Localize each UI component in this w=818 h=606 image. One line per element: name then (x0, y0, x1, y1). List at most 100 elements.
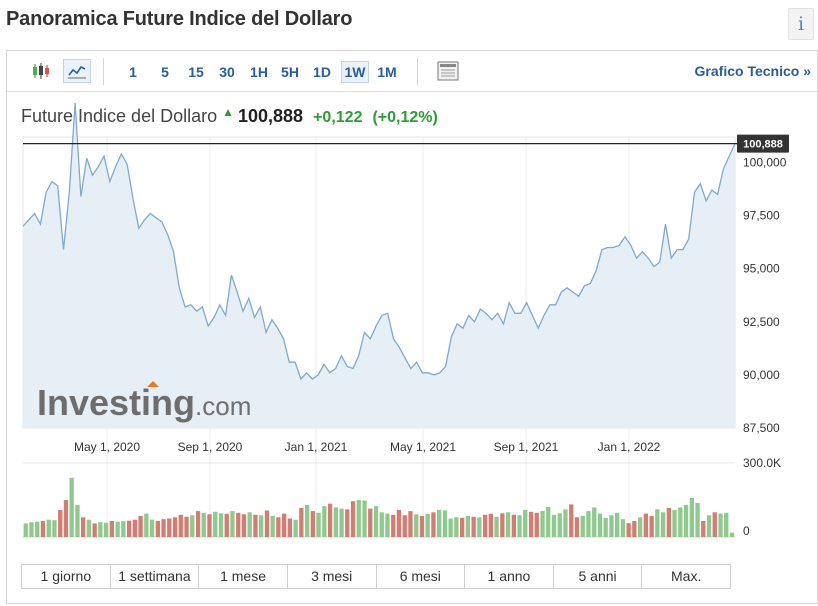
quote-header: Future Indice del Dollaro ▲ 100,888 +0,122 (… (21, 105, 438, 127)
price-area (23, 103, 735, 428)
volume-bar (655, 509, 660, 537)
volume-bar (293, 519, 298, 537)
period-30[interactable]: 30 (219, 64, 235, 80)
volume-max-label: 300.0K (743, 456, 781, 470)
range-1-year[interactable]: 1 anno (465, 565, 554, 588)
volume-bar (241, 514, 247, 537)
period-1[interactable]: 1 (129, 64, 137, 80)
period-1m[interactable]: 1M (377, 64, 397, 80)
volume-bar (224, 513, 229, 537)
volume-bar (121, 521, 126, 537)
volume-bar (213, 511, 218, 537)
range-1-day[interactable]: 1 giorno (22, 565, 111, 588)
volume-bar (350, 501, 356, 537)
volume-bar (362, 500, 367, 537)
news-panel-icon[interactable] (434, 59, 462, 83)
volume-bar (218, 513, 224, 537)
y-tick-label: 87,500 (743, 421, 780, 435)
volume-bar (701, 521, 706, 537)
period-1h[interactable]: 1H (250, 64, 268, 80)
volume-bar (580, 516, 585, 537)
x-tick-label: Sep 1, 2020 (178, 440, 243, 454)
price-chart[interactable]: 100,888 100,000 97,500 95,000 92,500 90,000 87… (7, 51, 817, 556)
volume-bar (460, 517, 465, 537)
volume-bar (437, 509, 442, 537)
range-1-month[interactable]: 1 mese (199, 565, 288, 588)
y-tick-label: 90,000 (743, 368, 780, 382)
volume-bar (632, 521, 637, 537)
volume-bar (419, 516, 425, 537)
range-3-months[interactable]: 3 mesi (288, 565, 377, 588)
volume-bar (414, 514, 419, 537)
volume-bar (483, 514, 488, 537)
volume-bar (603, 517, 608, 537)
volume-bar (253, 514, 258, 537)
volume-bar (149, 519, 155, 537)
volume-bar (425, 513, 430, 537)
volume-bar (620, 519, 626, 537)
volume-bar (109, 521, 114, 537)
page-title: Panoramica Future Indice del Dollaro (6, 8, 353, 30)
volume-bar (477, 517, 482, 537)
range-6-months[interactable]: 6 mesi (377, 565, 466, 588)
range-1-week[interactable]: 1 settimana (111, 565, 200, 588)
candlestick-chart-icon[interactable] (27, 59, 55, 83)
volume-bar (172, 517, 178, 537)
volume-bar (81, 517, 86, 537)
volume-bar (161, 519, 166, 537)
volume-bar (661, 512, 666, 537)
volume-bar (528, 511, 534, 537)
volume-bar (155, 521, 160, 537)
volume-bar (672, 509, 677, 537)
volume-bar (592, 507, 597, 537)
volume-bar (282, 513, 287, 537)
x-tick-label: Sep 1, 2021 (494, 440, 559, 454)
x-tick-label: May 1, 2021 (390, 440, 456, 454)
volume-bar (729, 532, 735, 537)
volume-bar (299, 507, 304, 537)
volume-bar (402, 515, 407, 537)
volume-bar (104, 522, 109, 537)
volume-bar (310, 511, 315, 537)
volume-bar (557, 513, 562, 537)
info-button[interactable]: i (788, 8, 814, 40)
volume-bar (339, 508, 344, 537)
x-tick-label: May 1, 2020 (74, 440, 140, 454)
volume-bar (201, 512, 206, 537)
volume-bar (46, 519, 51, 537)
volume-bar (207, 514, 212, 537)
range-5-years[interactable]: 5 anni (554, 565, 643, 588)
volume-bar (184, 516, 189, 537)
time-range-selector: 1 giorno 1 settimana 1 mese 3 mesi 6 mes… (21, 564, 731, 589)
volume-bar (609, 515, 614, 537)
price-line (22, 102, 736, 381)
volume-bar (305, 504, 310, 537)
range-max[interactable]: Max. (671, 568, 702, 584)
volume-bar (333, 507, 338, 537)
watermark-suffix: .com (195, 391, 251, 421)
volume-bar (465, 516, 470, 537)
volume-bar (144, 513, 149, 537)
volume-bar (178, 514, 183, 537)
volume-bar (270, 516, 275, 537)
volume-bar (236, 512, 241, 537)
volume-bar (706, 515, 712, 537)
volume-bar (75, 504, 80, 537)
technical-chart-link[interactable]: Grafico Tecnico » (694, 63, 811, 79)
period-5h[interactable]: 5H (281, 64, 299, 80)
volume-bar (517, 515, 522, 537)
volume-bar (500, 513, 505, 537)
volume-bar (276, 517, 281, 537)
volume-bar (373, 506, 379, 537)
volume-bar (86, 519, 92, 537)
volume-bar (712, 512, 717, 537)
volume-bar (574, 517, 580, 537)
period-5[interactable]: 5 (161, 64, 169, 80)
period-1w[interactable]: 1W (341, 61, 369, 83)
volume-bar (534, 512, 539, 537)
period-1d[interactable]: 1D (313, 64, 331, 80)
volume-bar (316, 512, 321, 537)
volume-bar (115, 521, 120, 537)
area-chart-icon[interactable] (63, 59, 91, 83)
period-15[interactable]: 15 (188, 64, 204, 80)
